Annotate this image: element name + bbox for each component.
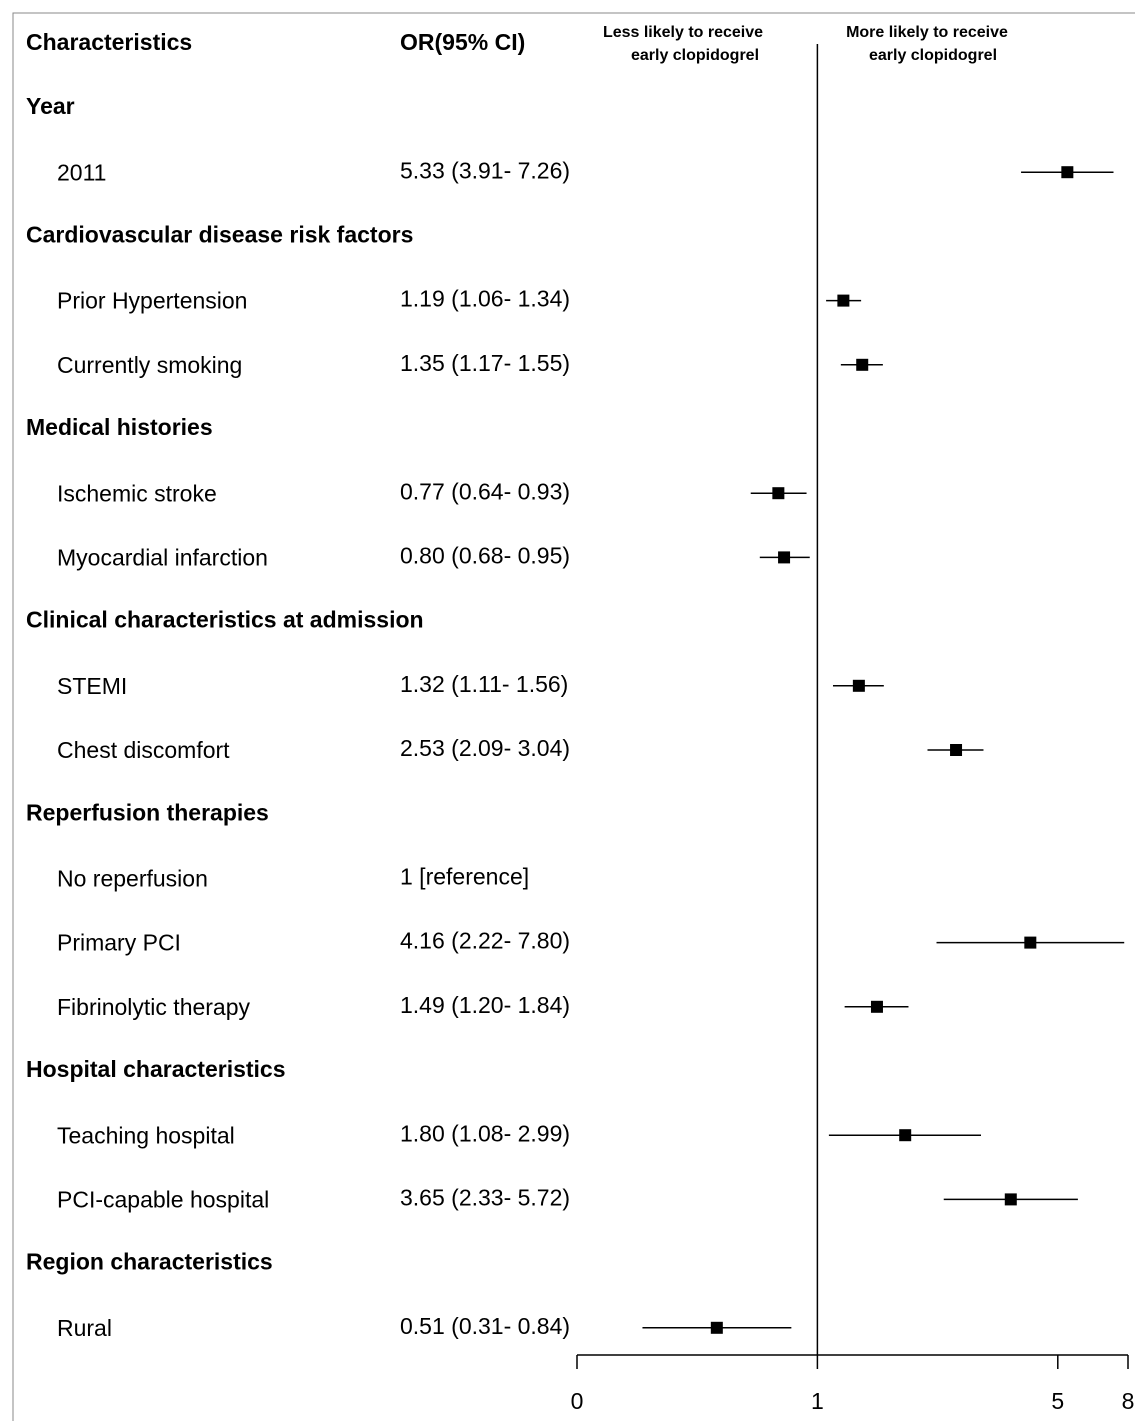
or-marker (778, 551, 791, 564)
row-label: Chest discomfort (57, 737, 230, 763)
row-label: Currently smoking (57, 352, 242, 378)
row-label: STEMI (57, 673, 127, 699)
column-header: OR(95% CI) (400, 29, 525, 55)
or-label: 0.51 (0.31- 0.84) (400, 1313, 570, 1339)
row-label: 2011 (57, 159, 106, 185)
or-label: 0.80 (0.68- 0.95) (400, 542, 570, 568)
or-marker (899, 1129, 912, 1142)
or-marker (710, 1321, 723, 1334)
or-label: 1.19 (1.06- 1.34) (400, 286, 570, 312)
x-tick-label: 8 (1122, 1388, 1135, 1414)
group-label: Region characteristics (26, 1249, 273, 1275)
group-label: Cardiovascular disease risk factors (26, 221, 413, 247)
or-marker (1004, 1193, 1017, 1206)
annotation: early clopidogrel (869, 47, 997, 64)
row-label: Primary PCI (57, 930, 181, 956)
x-tick-label: 1 (811, 1388, 824, 1414)
or-label: 4.16 (2.22- 7.80) (400, 928, 570, 954)
group-label: Year (26, 93, 75, 119)
column-header: Characteristics (26, 29, 192, 55)
row-label: Prior Hypertension (57, 288, 247, 314)
row-label: Fibrinolytic therapy (57, 994, 251, 1020)
row-label: No reperfusion (57, 865, 208, 891)
group-label: Medical histories (26, 414, 213, 440)
group-label: Hospital characteristics (26, 1056, 286, 1082)
or-marker (1024, 936, 1037, 949)
row-label: Ischemic stroke (57, 480, 217, 506)
or-marker (950, 744, 963, 756)
annotation: More likely to receive (846, 24, 1008, 41)
group-label: Clinical characteristics at admission (26, 607, 424, 633)
or-marker (837, 294, 850, 307)
or-marker (772, 487, 785, 500)
or-marker (1061, 166, 1074, 179)
or-label: 2.53 (2.09- 3.04) (400, 735, 570, 761)
x-tick-label: 0 (571, 1388, 584, 1414)
or-label: 1.35 (1.17- 1.55) (400, 350, 570, 376)
annotation: early clopidogrel (631, 47, 759, 64)
or-marker (852, 679, 865, 692)
row-label: Teaching hospital (57, 1122, 235, 1148)
or-marker (856, 358, 869, 371)
or-label: 1.49 (1.20- 1.84) (400, 992, 570, 1018)
or-label: 1.32 (1.11- 1.56) (400, 671, 568, 697)
or-label: 1 [reference] (400, 863, 529, 889)
annotation: Less likely to receive (603, 24, 763, 41)
row-label: Myocardial infarction (57, 544, 268, 570)
or-label: 0.77 (0.64- 0.93) (400, 478, 570, 504)
frame (12, 12, 1135, 1421)
or-label: 1.80 (1.08- 2.99) (400, 1120, 570, 1146)
group-label: Reperfusion therapies (26, 799, 269, 825)
or-label: 3.65 (2.33- 5.72) (400, 1184, 570, 1210)
row-label: Rural (57, 1315, 112, 1341)
x-tick-label: 5 (1051, 1388, 1064, 1414)
or-marker (870, 1000, 883, 1013)
or-label: 5.33 (3.91- 7.26) (400, 157, 570, 183)
row-label: PCI-capable hospital (57, 1186, 269, 1212)
